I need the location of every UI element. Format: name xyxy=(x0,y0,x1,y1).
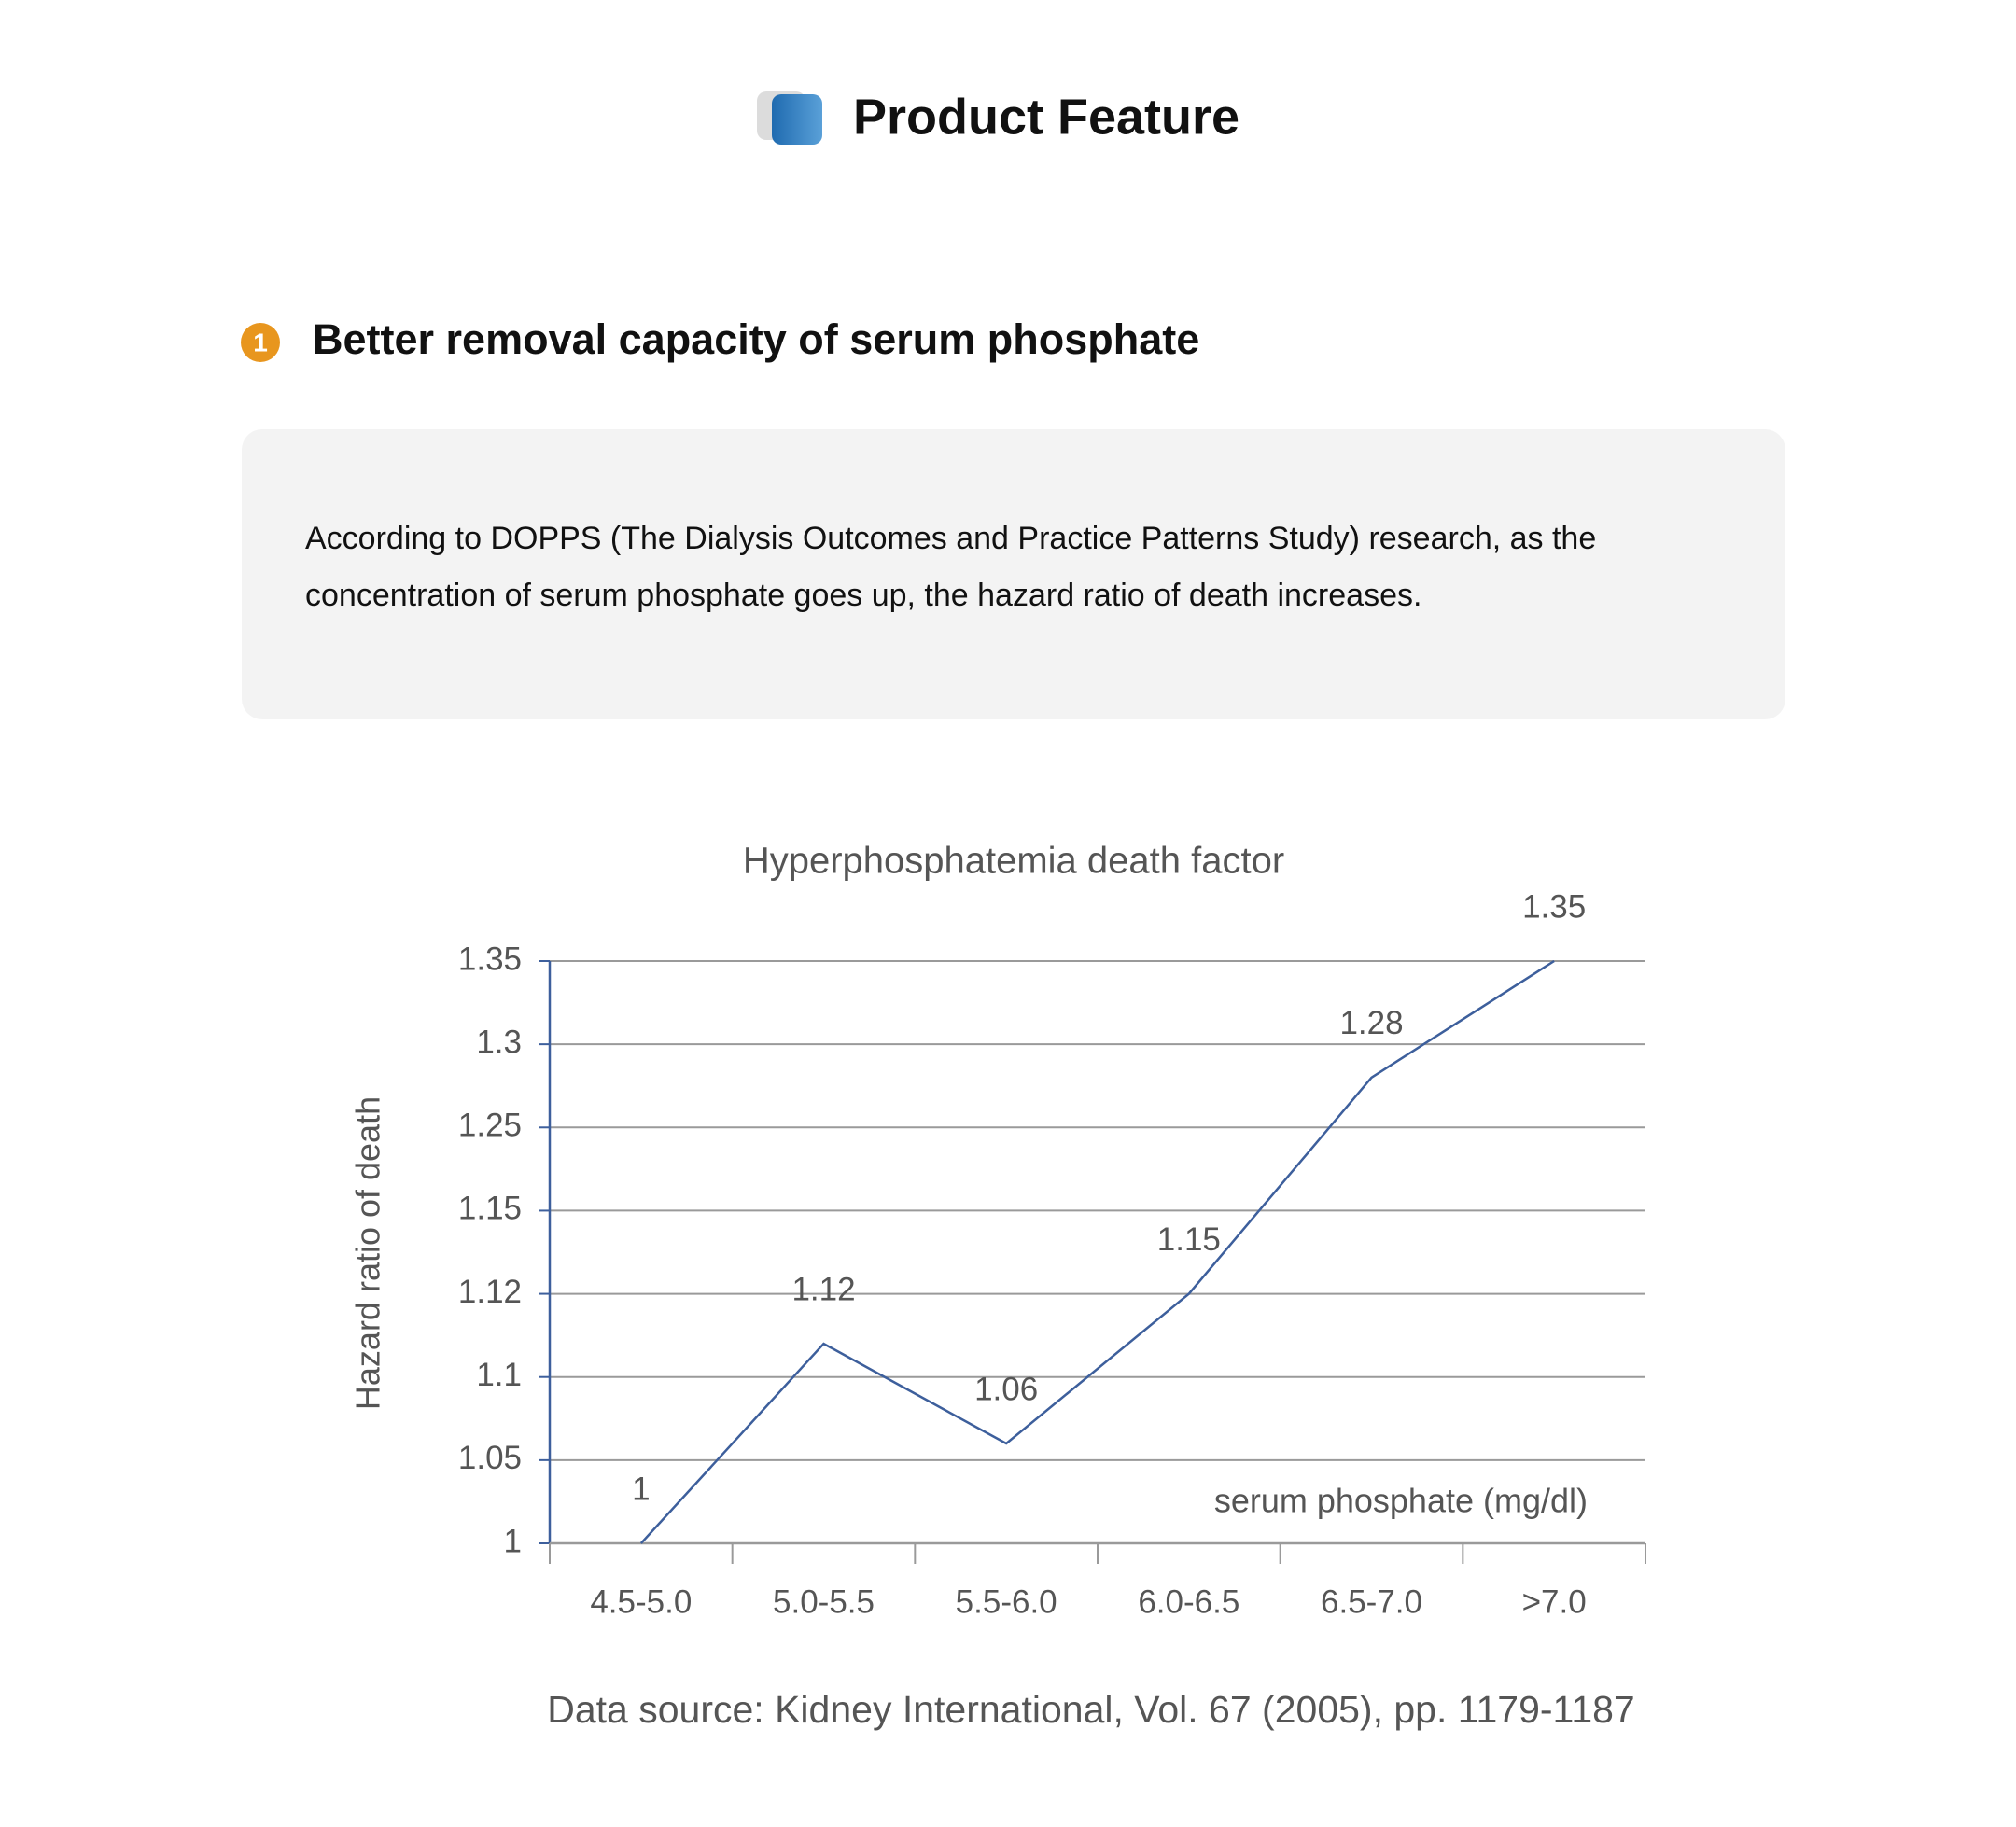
y-tick-label: 1.1 xyxy=(476,1357,522,1393)
y-tick-label: 1.05 xyxy=(458,1440,522,1476)
y-tick-label: 1.15 xyxy=(458,1191,522,1227)
x-tick-label: 6.0-6.5 xyxy=(1138,1583,1239,1620)
x-tick-label: 4.5-5.0 xyxy=(590,1583,692,1620)
data-label: 1.12 xyxy=(791,1271,855,1307)
chart-title: Hyperphosphatemia death factor xyxy=(743,841,1284,882)
x-axis-label: serum phosphate (mg/dl) xyxy=(1214,1482,1588,1520)
x-tick-label: >7.0 xyxy=(1522,1583,1587,1620)
section-number: 1 xyxy=(253,328,268,356)
y-tick-label: 1 xyxy=(504,1523,522,1559)
x-tick-label: 5.5-6.0 xyxy=(956,1583,1057,1620)
page-title: Product Feature xyxy=(853,89,1239,145)
y-tick-label: 1.3 xyxy=(476,1024,522,1060)
chart: Hyperphosphatemia death factor serum pho… xyxy=(349,841,1646,1731)
section-badge xyxy=(241,323,280,362)
data-label: 1.15 xyxy=(1157,1221,1221,1258)
y-tick-label: 1.35 xyxy=(458,941,522,977)
section-heading: Better removal capacity of serum phospha… xyxy=(313,315,1199,363)
paragraph-line: concentration of serum phosphate goes up… xyxy=(305,578,1421,613)
y-tick-label: 1.25 xyxy=(458,1108,522,1144)
data-source: Data source: Kidney International, Vol. … xyxy=(547,1688,1634,1731)
data-label: 1.28 xyxy=(1339,1005,1403,1041)
y-axis-label: Hazard ratio of death xyxy=(349,1096,387,1410)
x-tick-label: 5.0-5.5 xyxy=(773,1583,875,1620)
header-icon xyxy=(757,91,822,145)
data-line xyxy=(639,959,1555,1544)
info-box xyxy=(242,429,1785,719)
data-label: 1.35 xyxy=(1522,888,1586,925)
x-tick-label: 6.5-7.0 xyxy=(1321,1583,1422,1620)
data-label: 1 xyxy=(632,1471,650,1507)
y-tick-label: 1.12 xyxy=(458,1274,522,1310)
paragraph-line: According to DOPPS (The Dialysis Outcome… xyxy=(305,521,1596,556)
data-label: 1.06 xyxy=(974,1371,1038,1407)
